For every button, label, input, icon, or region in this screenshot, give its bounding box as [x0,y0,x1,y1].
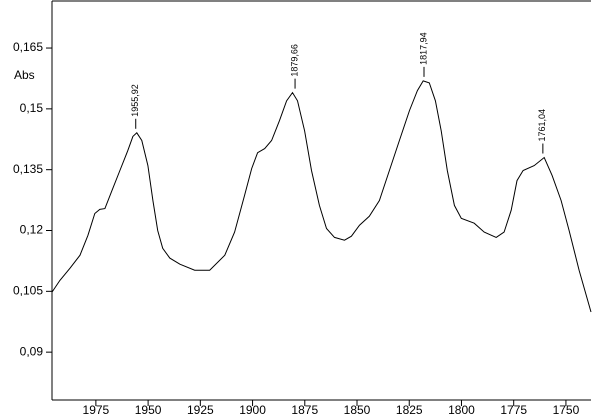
x-tick-label: 1975 [83,403,110,417]
x-tick-label: 1900 [239,403,266,417]
x-tick-label: 1800 [448,403,475,417]
peak-label: 1761,04 [537,109,547,142]
y-tick-label: 0,15 [20,101,44,115]
x-tick-label: 1775 [500,403,527,417]
y-tick-label: 0,165 [13,40,43,54]
peak-label: 1817,94 [418,32,428,65]
y-tick-label: 0,105 [13,284,43,298]
y-axis-label: Abs [14,68,35,82]
y-tick-label: 0,135 [13,162,43,176]
x-tick-label: 1750 [553,403,580,417]
peak-label: 1955,92 [130,84,140,117]
x-tick-label: 1875 [291,403,318,417]
y-tick-label: 0,12 [20,223,44,237]
x-tick-label: 1950 [135,403,162,417]
y-tick-label: 0,09 [20,344,44,358]
x-tick-label: 1825 [396,403,423,417]
x-tick-label: 1925 [187,403,214,417]
peak-label: 1879,66 [289,44,299,77]
x-tick-label: 1850 [344,403,371,417]
spectrum-line [51,80,592,313]
